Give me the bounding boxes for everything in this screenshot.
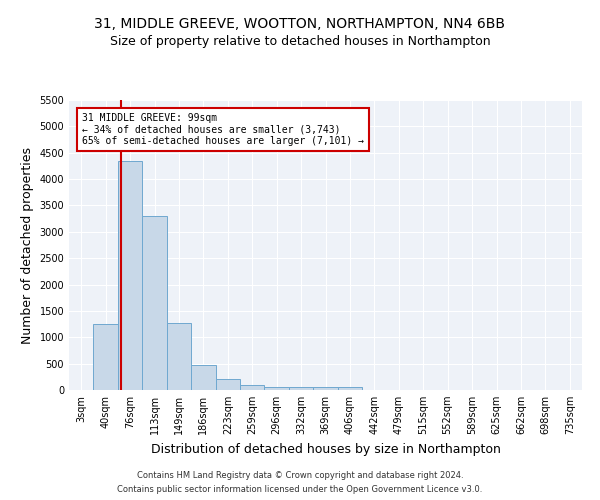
Bar [167,322,191,390]
Bar [289,387,313,390]
Bar [313,387,338,390]
Bar [240,386,265,390]
Text: Size of property relative to detached houses in Northampton: Size of property relative to detached ho… [110,35,490,48]
Y-axis label: Number of detached properties: Number of detached properties [21,146,34,344]
Text: Contains HM Land Registry data © Crown copyright and database right 2024.: Contains HM Land Registry data © Crown c… [137,472,463,480]
Bar [94,324,118,390]
Bar [191,364,215,390]
Text: 31, MIDDLE GREEVE, WOOTTON, NORTHAMPTON, NN4 6BB: 31, MIDDLE GREEVE, WOOTTON, NORTHAMPTON,… [95,18,505,32]
X-axis label: Distribution of detached houses by size in Northampton: Distribution of detached houses by size … [151,442,500,456]
Bar [142,216,167,390]
Bar [338,387,362,390]
Text: 31 MIDDLE GREEVE: 99sqm
← 34% of detached houses are smaller (3,743)
65% of semi: 31 MIDDLE GREEVE: 99sqm ← 34% of detache… [82,113,364,146]
Text: Contains public sector information licensed under the Open Government Licence v3: Contains public sector information licen… [118,484,482,494]
Bar [118,161,142,390]
Bar [215,378,240,390]
Bar [265,386,289,390]
